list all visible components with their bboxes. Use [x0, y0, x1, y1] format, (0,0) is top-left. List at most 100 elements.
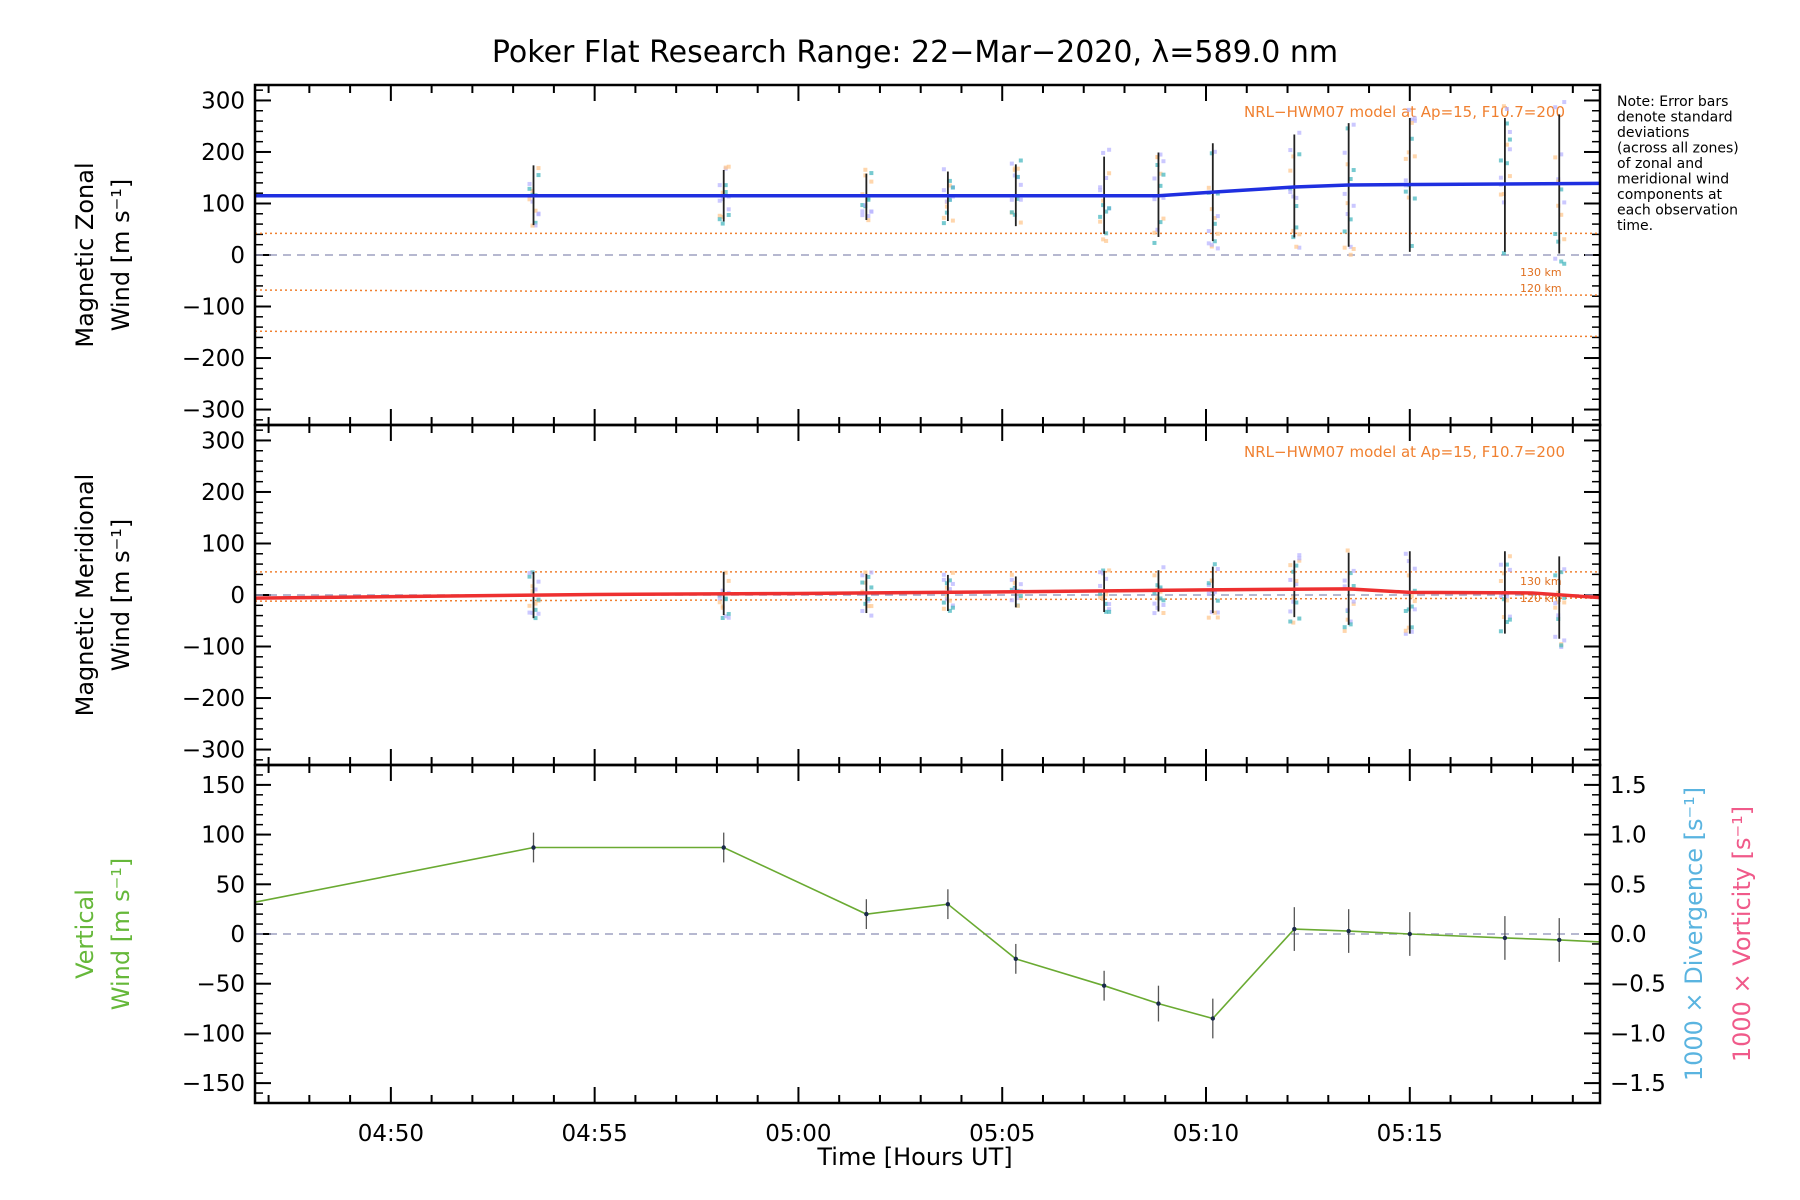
zone-sample: [717, 217, 722, 222]
x-tick-label: 05:05: [969, 1121, 1035, 1147]
zone-sample: [1556, 613, 1561, 618]
zone-sample: [1158, 220, 1163, 225]
zone-sample: [1152, 197, 1157, 202]
zone-sample: [726, 578, 731, 583]
zone-sample: [1345, 212, 1350, 217]
data-point: [1156, 1001, 1161, 1006]
zone-sample: [1288, 189, 1293, 194]
model-altitude-label: 120 km: [1520, 282, 1562, 295]
zone-sample: [720, 588, 725, 593]
zone-sample: [1294, 244, 1299, 249]
zone-sample: [1297, 152, 1302, 157]
vertical-wind-line: [254, 846, 1601, 1020]
zone-sample: [1553, 231, 1558, 236]
zone-sample: [1297, 130, 1302, 135]
zone-sample: [1206, 241, 1211, 246]
zone-sample: [726, 207, 731, 212]
zone-sample: [1412, 196, 1417, 201]
zone-sample: [1297, 558, 1302, 563]
zone-sample: [860, 580, 865, 585]
zone-sample: [1562, 100, 1567, 105]
data-point: [721, 845, 726, 850]
zone-sample: [1104, 176, 1109, 181]
zone-sample: [1107, 602, 1112, 607]
zone-sample: [1403, 551, 1408, 556]
right-y-tick-label: 0.0: [1610, 922, 1647, 948]
zone-sample: [717, 593, 722, 598]
zone-sample: [536, 212, 541, 217]
zone-sample: [1098, 219, 1103, 224]
vorticity-axis-label: 1000 × Vorticity [s⁻¹]: [1728, 806, 1756, 1062]
zone-sample: [720, 605, 725, 610]
zone-sample: [1559, 212, 1564, 217]
zone-sample: [1553, 573, 1558, 578]
y-tick-label: −100: [182, 635, 245, 661]
zone-sample: [941, 221, 946, 226]
zone-sample: [1161, 159, 1166, 164]
zone-sample: [1501, 191, 1506, 196]
zone-sample: [726, 611, 731, 616]
zone-sample: [1403, 628, 1408, 633]
zone-sample: [1161, 565, 1166, 570]
zone-sample: [1351, 584, 1356, 589]
zone-sample: [1507, 614, 1512, 619]
zone-sample: [1158, 171, 1163, 176]
zone-sample: [1215, 567, 1220, 572]
zone-sample: [1215, 246, 1220, 251]
zone-sample: [947, 183, 952, 188]
note-line: Note: Error bars: [1617, 94, 1728, 110]
zone-sample: [1161, 172, 1166, 177]
zone-sample: [1161, 602, 1166, 607]
data-point: [1210, 1016, 1216, 1021]
zone-sample: [947, 578, 952, 583]
zone-sample: [1015, 196, 1020, 201]
zone-sample: [720, 615, 725, 620]
zone-sample: [1559, 643, 1564, 648]
data-point: [1407, 931, 1412, 937]
meridional-wind-panel: 300 200 100 0 −100 −200 −300 Magnetic Meridiona…: [71, 423, 1602, 767]
zone-sample: [1288, 148, 1293, 153]
right-y-tick-label: −1.0: [1610, 1021, 1666, 1047]
y-tick-label: 100: [201, 191, 245, 217]
zone-sample: [1556, 179, 1561, 184]
zone-sample: [1294, 204, 1299, 209]
zone-sample: [723, 190, 728, 195]
zone-sample: [1559, 570, 1564, 575]
zone-sample: [1209, 610, 1214, 615]
x-tick-label: 05:10: [1173, 1121, 1239, 1147]
zone-sample: [720, 214, 725, 219]
zone-sample: [941, 167, 946, 172]
zone-sample: [1209, 207, 1214, 212]
y-tick-label: −100: [182, 295, 245, 321]
zone-sample: [1158, 152, 1163, 157]
zone-sample: [1212, 239, 1217, 244]
zone-sample: [1409, 136, 1414, 141]
zone-sample: [941, 572, 946, 577]
zone-sample: [947, 608, 952, 613]
zone-sample: [530, 188, 535, 193]
zone-sample: [536, 611, 541, 616]
zone-sample: [941, 600, 946, 605]
zone-sample: [1504, 598, 1509, 603]
zone-sample: [1152, 240, 1157, 245]
zone-sample: [527, 610, 532, 615]
y-tick-label: 0: [230, 922, 245, 948]
zone-sample: [1212, 149, 1217, 154]
zone-sample: [1206, 591, 1211, 596]
zone-sample: [1098, 188, 1103, 193]
zone-sample: [1101, 203, 1106, 208]
zone-sample: [1101, 150, 1106, 155]
y-tick-label: 200: [201, 140, 245, 166]
zone-sample: [1291, 599, 1296, 604]
y-tick-label: 50: [216, 872, 245, 898]
zone-sample: [1562, 638, 1567, 643]
zone-sample: [1412, 566, 1417, 571]
zone-sample: [1507, 137, 1512, 142]
zone-sample: [1348, 619, 1353, 624]
zone-sample: [1104, 209, 1109, 214]
zone-sample: [1215, 615, 1220, 620]
zone-sample: [1209, 578, 1214, 583]
zone-sample: [1212, 221, 1217, 226]
zone-sample: [1291, 194, 1296, 199]
zone-sample: [1345, 126, 1350, 131]
